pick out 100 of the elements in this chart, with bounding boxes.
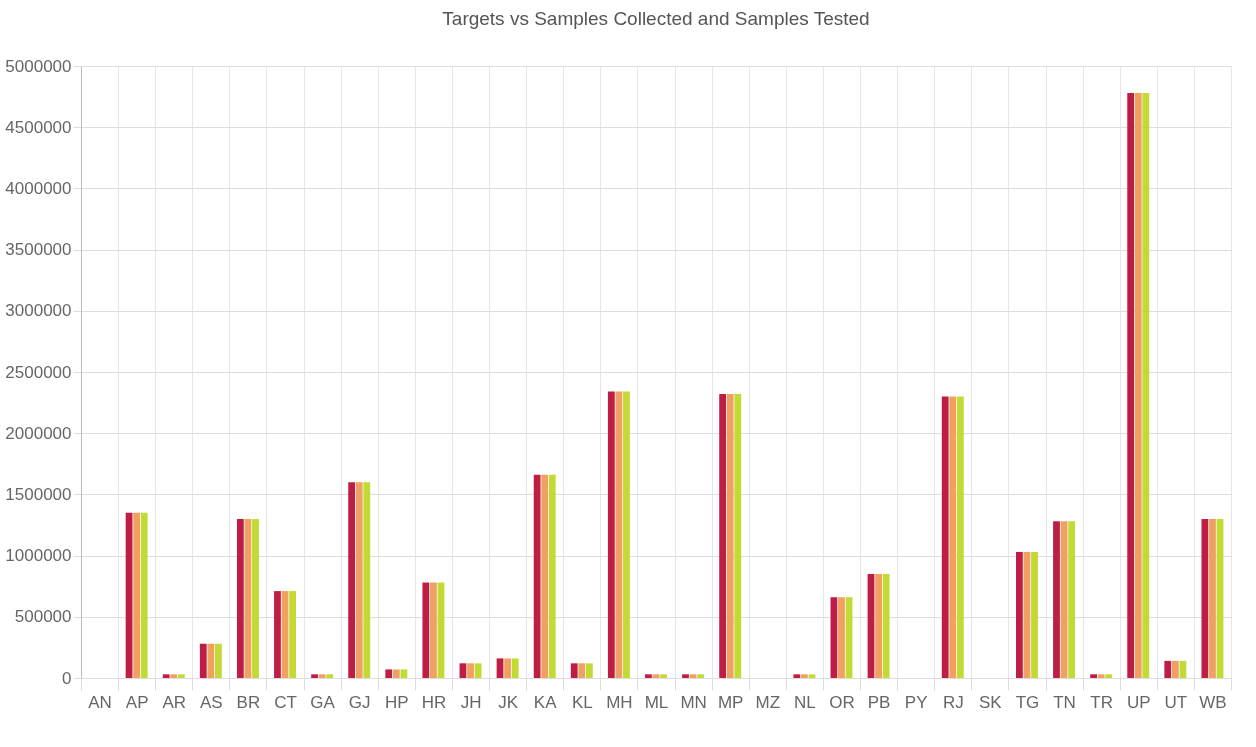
- bar: [652, 674, 660, 678]
- chart-title: Targets vs Samples Collected and Samples Tested: [442, 8, 870, 29]
- bar: [511, 658, 519, 678]
- x-tick-label: JH: [460, 692, 482, 712]
- bar: [682, 674, 689, 678]
- bar: [207, 643, 215, 678]
- bar: [326, 674, 334, 678]
- bar: [140, 512, 148, 678]
- x-tick-label: CT: [274, 692, 297, 712]
- bar: [615, 391, 623, 678]
- bar: [689, 674, 697, 678]
- x-tick-label: BR: [236, 692, 261, 712]
- x-tick-label: UP: [1126, 692, 1151, 712]
- x-tick-label: HP: [385, 692, 409, 712]
- bar: [1142, 92, 1150, 678]
- bar: [1164, 660, 1172, 678]
- x-tick-label: JK: [498, 692, 519, 712]
- bar: [252, 518, 259, 678]
- bar: [719, 394, 727, 678]
- x-tick-label: GA: [310, 692, 336, 712]
- x-tick-label: MN: [680, 692, 707, 712]
- y-tick-label: 2500000: [5, 362, 72, 382]
- bar: [199, 643, 207, 678]
- bar: [274, 591, 281, 678]
- x-tick-label: TR: [1090, 692, 1113, 712]
- y-tick-label: 3500000: [5, 240, 72, 260]
- x-tick-label: AS: [199, 692, 223, 712]
- x-tick-label: HR: [421, 692, 447, 712]
- bar: [1053, 521, 1060, 678]
- bar: [1068, 521, 1076, 678]
- bar: [697, 674, 705, 678]
- y-tick-label: 4000000: [5, 178, 72, 198]
- y-tick-label: 2000000: [5, 423, 72, 443]
- bar: [1209, 518, 1216, 678]
- bar: [578, 663, 586, 678]
- x-tick-label: RJ: [942, 692, 964, 712]
- bar: [496, 658, 504, 678]
- bar: [541, 474, 549, 678]
- x-tick-label: PY: [904, 692, 928, 712]
- bar: [1201, 518, 1209, 678]
- x-tick-label: AN: [88, 692, 112, 712]
- bar: [467, 663, 474, 678]
- bar: [1171, 660, 1179, 678]
- x-tick-label: NL: [794, 692, 816, 712]
- bar: [1127, 92, 1135, 678]
- bar: [800, 674, 808, 678]
- bar: [941, 396, 949, 678]
- bar: [318, 674, 326, 678]
- bar: [808, 674, 816, 678]
- bar: [1031, 551, 1038, 678]
- x-tick-label: ML: [644, 692, 669, 712]
- bar: [348, 482, 356, 678]
- y-tick-label: 1000000: [5, 546, 72, 566]
- bar: [392, 669, 400, 678]
- bar: [170, 674, 178, 678]
- bar: [533, 474, 541, 678]
- y-tick-label: 3000000: [5, 301, 72, 321]
- x-tick-label: AR: [162, 692, 187, 712]
- bar: [660, 674, 667, 678]
- bar: [422, 582, 430, 678]
- bar: [1105, 674, 1113, 678]
- bar: [385, 669, 393, 678]
- y-tick-label: 500000: [14, 607, 72, 627]
- x-tick-label: SK: [979, 692, 1003, 712]
- bar: [585, 663, 593, 678]
- bar: [289, 591, 297, 678]
- x-tick-label: TG: [1015, 692, 1040, 712]
- x-tick-label: TN: [1053, 692, 1076, 712]
- bar: [430, 582, 437, 678]
- x-tick-label: KL: [571, 692, 593, 712]
- bar: [355, 482, 363, 678]
- bar: [726, 394, 734, 678]
- bar: [474, 663, 482, 678]
- x-tick-label: GJ: [348, 692, 371, 712]
- x-tick-label: MP: [717, 692, 744, 712]
- bar: [459, 663, 467, 678]
- bar: [548, 474, 556, 678]
- bar: [645, 674, 652, 678]
- x-tick-label: PB: [867, 692, 891, 712]
- bar: [570, 663, 578, 678]
- y-tick-label: 4500000: [5, 117, 72, 137]
- bar: [793, 674, 801, 678]
- bar: [236, 518, 244, 678]
- x-tick-label: MZ: [755, 692, 781, 712]
- x-tick-label: OR: [829, 692, 855, 712]
- x-tick-label: UT: [1164, 692, 1188, 712]
- bar: [949, 396, 957, 678]
- bar: [1134, 92, 1142, 678]
- bar: [311, 674, 318, 678]
- y-tick-label: 0: [62, 668, 72, 688]
- x-tick-label: KA: [533, 692, 558, 712]
- bar: [1097, 674, 1105, 678]
- bar: [956, 396, 964, 678]
- bar: [215, 643, 222, 678]
- bar: [363, 482, 371, 678]
- bar: [177, 674, 185, 678]
- bar: [838, 597, 845, 678]
- bar: [882, 573, 890, 678]
- bar: [734, 394, 742, 678]
- bar: [1015, 551, 1023, 678]
